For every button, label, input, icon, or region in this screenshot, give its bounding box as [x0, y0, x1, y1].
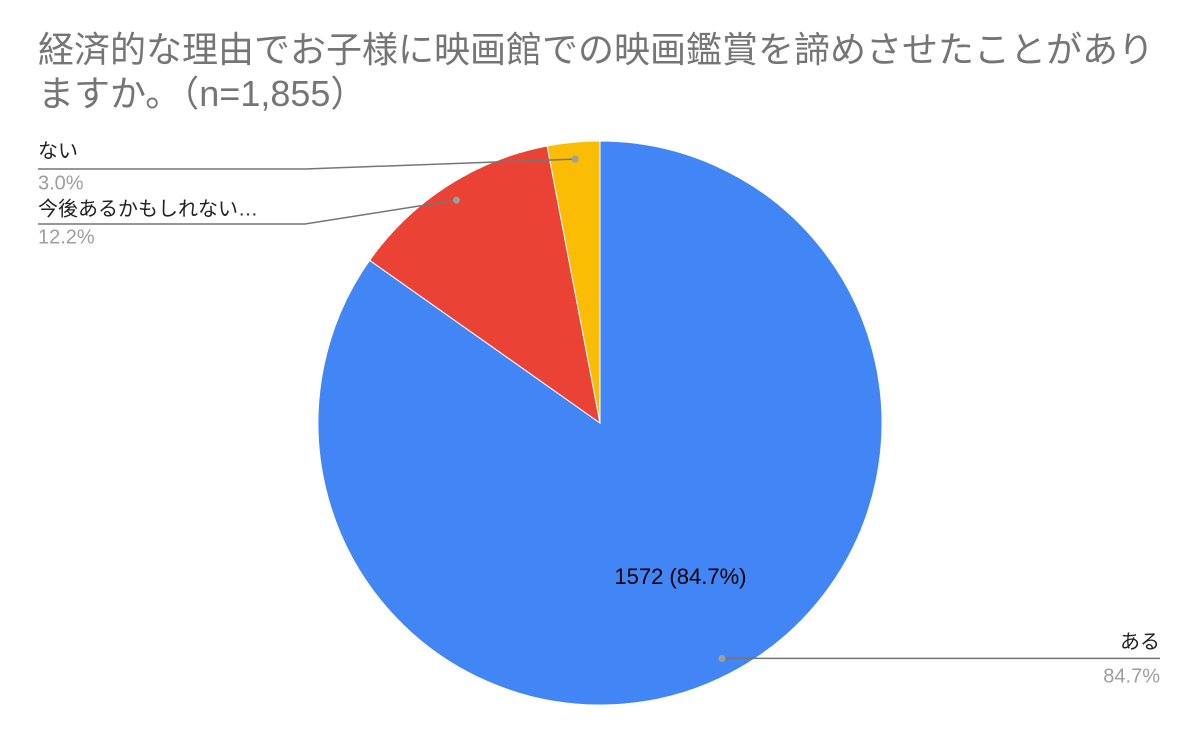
callout-label: ない	[38, 140, 78, 162]
chart-title: 経済的な理由でお子様に映画館での映画鑑賞を諦めさせたことがありますか。（n=1,…	[38, 29, 1155, 114]
callout-value: 12.2%	[38, 226, 95, 248]
pie-slice	[546, 140, 601, 424]
callout-label: 今後あるかもしれない…	[38, 197, 258, 220]
callout-label: ある	[1120, 631, 1160, 653]
leader-dot	[718, 654, 726, 662]
leader-dot	[452, 196, 460, 204]
slice-label: 1572 (84.7%)	[614, 564, 746, 589]
leader-dot	[571, 155, 579, 163]
callout-value: 84.7%	[1103, 665, 1160, 687]
leader-line	[38, 199, 457, 225]
leader-line	[38, 158, 576, 170]
callout-value: 3.0%	[38, 172, 84, 194]
pie-slice	[368, 145, 601, 425]
